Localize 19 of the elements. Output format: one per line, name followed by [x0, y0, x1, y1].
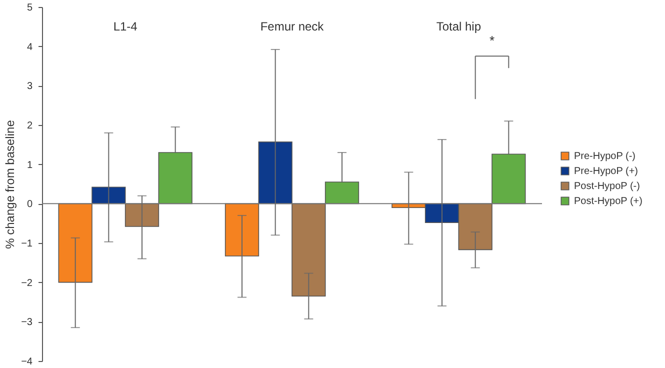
x-tick-label: Total hip [436, 20, 482, 34]
y-axis-title: % change from baseline [3, 120, 18, 249]
x-tick-label: L1-4 [113, 20, 138, 34]
legend-label: Post-HypoP (+) [574, 196, 642, 207]
y-tick-label: 5 [26, 2, 33, 14]
annotation: * [489, 33, 495, 48]
y-tick-label: 3 [26, 81, 33, 92]
y-tick-label: −1 [21, 238, 33, 250]
y-tick-label: −4 [21, 356, 33, 368]
legend-label: Pre-HypoP (+) [574, 166, 638, 177]
y-tick-label: 0 [26, 199, 33, 210]
legend-label: Pre-HypoP (-) [574, 151, 636, 162]
y-tick-label: −2 [21, 278, 33, 289]
legend-label: Post-HypoP (-) [574, 181, 640, 192]
y-tick-label: 4 [26, 42, 33, 53]
y-tick-label: 2 [26, 120, 33, 132]
x-tick-label: Femur neck [260, 20, 325, 34]
y-tick-label: −3 [21, 317, 33, 328]
y-tick-label: 1 [26, 160, 33, 171]
